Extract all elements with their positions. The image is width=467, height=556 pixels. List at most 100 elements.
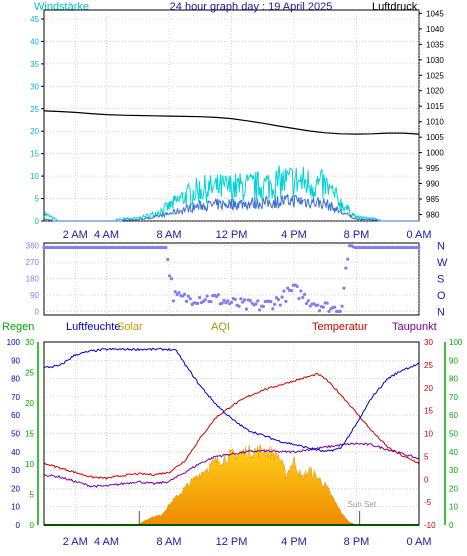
pressure-tick-label: 1040 [426, 25, 444, 34]
direction-point [164, 245, 168, 250]
legend-taupunkt: Taupunkt [392, 321, 437, 333]
direction-point [171, 299, 175, 303]
pressure-tick-label: 1045 [426, 9, 444, 18]
far-right-tick-label: 10 [449, 503, 458, 512]
wind-tick-label: 15 [30, 150, 39, 159]
sensor-legend: Regen Luftfeuchte Solar AQI Temperatur T… [2, 321, 437, 333]
direction-point [173, 290, 177, 294]
time-tick-label: 2 AM [63, 229, 88, 241]
direction-point [289, 289, 294, 293]
wind-axis-label: Windstärke [34, 1, 89, 13]
humidity-ticks: 0 10 20 30 40 50 60 70 80 90 100 [7, 338, 21, 530]
direction-point [183, 292, 187, 296]
far-right-tick-label: 0 [449, 521, 454, 530]
temperature-tick-label: 10 [424, 430, 433, 439]
far-right-tick-label: 90 [449, 356, 458, 365]
direction-point [243, 298, 247, 302]
humidity-tick-label: 100 [7, 338, 21, 347]
pressure-tick-label: 980 [426, 211, 440, 220]
wind-speed-ticks: 0 5 10 15 20 25 30 35 40 45 [30, 15, 44, 226]
time-tick-label: 4 PM [281, 536, 307, 548]
pressure-line [43, 110, 420, 135]
wind-tick-label: 0 [35, 217, 40, 226]
direction-tick-label: 180 [26, 275, 40, 284]
direction-point [237, 304, 241, 308]
wind-tick-label: 30 [30, 82, 39, 91]
luftfeuchte-line [43, 347, 420, 453]
wind-direction-grid [44, 243, 420, 315]
direction-point [333, 305, 337, 309]
direction-point [301, 295, 305, 299]
far-right-tick-label: 100 [449, 338, 463, 347]
direction-point [229, 300, 234, 305]
direction-point [198, 295, 202, 300]
direction-point [327, 309, 331, 313]
humidity-tick-label: 30 [11, 466, 20, 475]
pressure-tick-label: 1035 [426, 40, 444, 49]
wind-speed-line [43, 194, 419, 222]
time-tick-label: 12 PM [216, 229, 248, 241]
direction-point [299, 289, 303, 293]
direction-point [308, 304, 312, 308]
temperature-tick-label: -5 [424, 498, 432, 507]
direction-tick-label: 360 [26, 242, 40, 251]
climate-plot-frame [43, 341, 420, 526]
humidity-tick-label: 80 [11, 375, 20, 384]
direction-point [286, 286, 290, 290]
legend-aqi: AQI [211, 321, 230, 333]
regen-ticks: 0 5 10 15 20 25 30 [25, 338, 34, 530]
direction-point [303, 292, 307, 296]
direction-point [184, 299, 189, 303]
direction-point [316, 303, 320, 307]
wind-gust-line [43, 165, 419, 222]
direction-point [241, 300, 245, 304]
pressure-tick-label: 985 [426, 195, 440, 204]
time-tick-label: 8 AM [156, 536, 181, 548]
direction-point [325, 301, 329, 305]
time-axis-ticks-3: 2 AM 4 AM 8 AM 12 PM 4 PM 8 PM 0 AM [63, 536, 432, 548]
legend-solar: Solar [117, 321, 143, 333]
direction-point [280, 295, 284, 299]
direction-point [261, 304, 265, 309]
direction-point [417, 245, 421, 250]
pressure-axis-label: Luftdruck [372, 1, 418, 13]
direction-tick-label: 0 [35, 307, 40, 316]
far-right-tick-label: 60 [449, 411, 458, 420]
temperatur-line [43, 372, 420, 480]
direction-point [256, 299, 260, 303]
wind-tick-label: 25 [30, 105, 39, 114]
regen-tick-label: 10 [25, 460, 34, 469]
direction-point [248, 298, 252, 303]
direction-point [271, 307, 275, 311]
sunset-annotation: Sun Set [348, 500, 377, 509]
wind-tick-label: 10 [30, 172, 39, 181]
direction-point [295, 284, 299, 288]
direction-point [186, 294, 190, 298]
legend-luftfeuchte: Luftfeuchte [66, 321, 120, 333]
legend-temperatur: Temperatur [312, 321, 368, 333]
legend-regen: Regen [2, 321, 34, 333]
direction-point [168, 274, 172, 278]
humidity-tick-label: 90 [11, 356, 20, 365]
wind-pressure-series [43, 110, 420, 222]
direction-tick-label: 90 [30, 291, 39, 300]
temperature-tick-label: 0 [424, 475, 429, 484]
far-right-tick-label: 20 [449, 484, 458, 493]
temperature-tick-label: 25 [424, 361, 433, 370]
pressure-tick-label: 1025 [426, 71, 444, 80]
humidity-tick-label: 10 [11, 503, 20, 512]
direction-point [222, 298, 226, 302]
direction-point [338, 309, 342, 313]
direction-tick-label: 270 [26, 258, 40, 267]
wind-direction-series [42, 244, 421, 313]
direction-point [276, 298, 280, 302]
temperature-tick-label: 5 [424, 452, 429, 461]
far-right-tick-label: 80 [449, 375, 458, 384]
taupunkt-line [43, 442, 420, 488]
direction-point [284, 299, 288, 304]
direction-point [209, 299, 213, 304]
